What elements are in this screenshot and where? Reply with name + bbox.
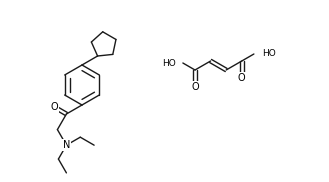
Text: O: O	[50, 102, 58, 112]
Text: HO: HO	[262, 50, 276, 58]
Text: HO: HO	[162, 58, 176, 68]
Text: O: O	[238, 73, 245, 83]
Text: N: N	[63, 140, 70, 150]
Text: O: O	[191, 82, 199, 92]
